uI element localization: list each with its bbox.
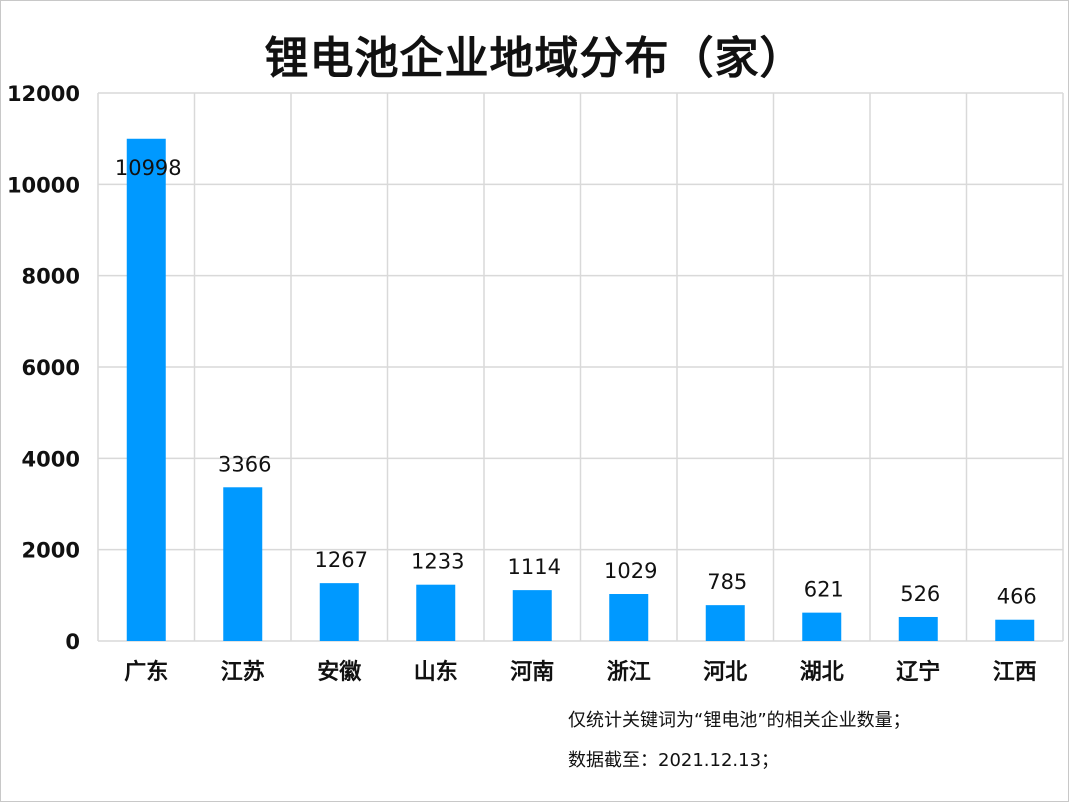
- y-axis-ticks: 0 2000 4000 6000 8000 10000 12000: [7, 82, 80, 654]
- data-label: 621: [804, 578, 844, 602]
- footnote-date: 数据截至：2021.12.13；: [568, 750, 780, 771]
- data-label: 3366: [218, 452, 271, 476]
- y-tick-label: 4000: [22, 447, 80, 471]
- y-tick-label: 6000: [22, 356, 80, 380]
- x-tick-label: 浙江: [607, 660, 651, 685]
- bar-2: [319, 583, 359, 641]
- bar-1: [223, 487, 263, 641]
- y-tick-label: 2000: [22, 539, 80, 563]
- data-label: 1114: [508, 555, 561, 579]
- bar-6: [705, 605, 745, 641]
- data-label: 10998: [115, 156, 182, 180]
- bar-8: [898, 616, 938, 641]
- data-label: 1267: [315, 548, 368, 572]
- x-tick-label: 河北: [703, 660, 747, 685]
- y-tick-label: 0: [65, 630, 80, 654]
- bar-0: [126, 138, 166, 641]
- bars: [126, 138, 1035, 641]
- x-tick-label: 安徽: [317, 659, 362, 685]
- y-tick-label: 10000: [7, 173, 80, 197]
- bar-3: [416, 584, 456, 641]
- data-labels: 10998 3366 1267 1233 1114 1029 785 621 526 466: [115, 156, 1037, 609]
- footnote-scope: 仅统计关键词为“锂电池”的相关企业数量；: [568, 710, 911, 731]
- bar-5: [609, 594, 649, 641]
- data-label: 785: [707, 570, 747, 594]
- x-tick-label: 辽宁: [896, 659, 940, 685]
- bar-4: [512, 590, 552, 641]
- bar-9: [995, 619, 1035, 641]
- y-tick-label: 8000: [22, 265, 80, 289]
- x-tick-label: 湖北: [800, 660, 844, 685]
- x-tick-label: 江西: [993, 660, 1037, 685]
- x-axis-ticks: 广东 江苏 安徽 山东 河南 浙江 河北 湖北 辽宁 江西: [124, 659, 1037, 685]
- data-label: 466: [997, 585, 1037, 609]
- gridlines: [97, 92, 1064, 642]
- data-label: 526: [900, 582, 940, 606]
- data-label: 1233: [411, 550, 464, 574]
- x-tick-label: 广东: [124, 659, 168, 685]
- chart-title: 锂电池企业地域分布（家）: [264, 33, 805, 84]
- x-tick-label: 河南: [510, 660, 554, 685]
- x-tick-label: 江苏: [221, 659, 265, 685]
- data-label: 1029: [604, 559, 657, 583]
- y-tick-label: 12000: [7, 82, 80, 106]
- bar-7: [802, 612, 842, 641]
- x-tick-label: 山东: [414, 659, 458, 685]
